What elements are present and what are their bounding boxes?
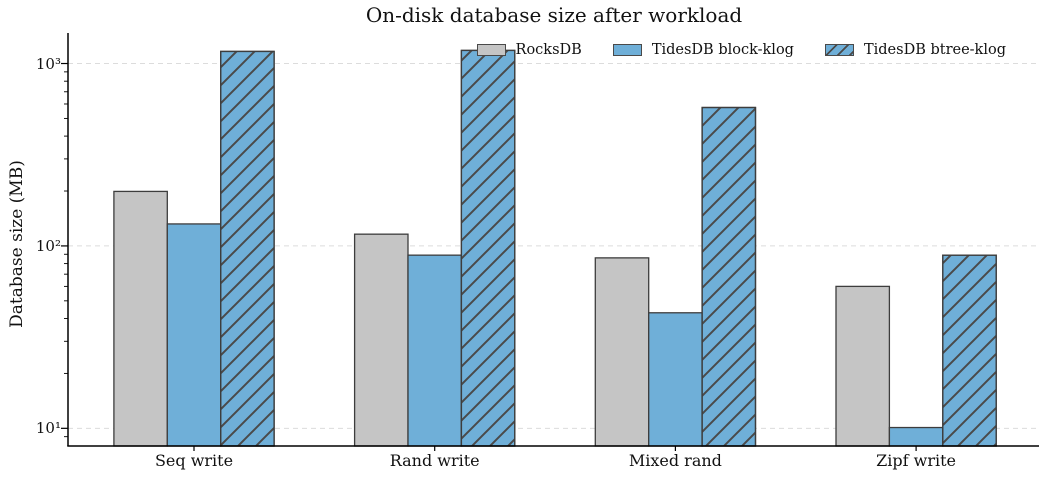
bar-tidesdb-btree-klog-mixed-rand-hatch <box>701 106 757 447</box>
legend-entry-tidesdb-block-klog: TidesDB block-klog <box>612 41 794 58</box>
bar-tidesdb-btree-klog-rand-write-hatch <box>460 49 516 447</box>
x-tick-label-rand-write: Rand write <box>389 451 480 470</box>
legend-label-tidesdb-btree-klog: TidesDB btree-klog <box>863 41 1006 58</box>
bar-rocksdb-rand-write <box>353 233 409 447</box>
legend-entry-tidesdb-btree-klog: TidesDB btree-klog <box>824 41 1006 58</box>
x-tick-label-mixed-rand: Mixed rand <box>628 451 722 470</box>
legend-label-tidesdb-block-klog: TidesDB block-klog <box>651 41 794 58</box>
legend-label-rocksdb: RocksDB <box>515 41 582 58</box>
bar-tidesdb-block-klog-zipf-write <box>888 426 944 447</box>
y-tick-label-100: 10² <box>35 236 61 255</box>
x-tick-label-zipf-write: Zipf write <box>876 451 957 470</box>
bar-rocksdb-seq-write <box>113 190 168 447</box>
y-tick-label-10: 10¹ <box>35 419 61 438</box>
bar-tidesdb-block-klog-rand-write <box>407 254 463 447</box>
legend-entry-rocksdb: RocksDB <box>476 41 582 58</box>
bar-rocksdb-mixed-rand <box>594 257 650 447</box>
bar-tidesdb-block-klog-mixed-rand <box>648 312 703 447</box>
x-tick-label-seq-write: Seq write <box>154 451 234 470</box>
legend-swatch-tidesdb-block-klog <box>612 43 642 56</box>
bar-tidesdb-block-klog-seq-write <box>166 223 222 447</box>
legend-swatch-rocksdb <box>476 43 506 56</box>
bar-tidesdb-btree-klog-seq-write-hatch <box>220 50 275 447</box>
y-tick-label-1000: 10³ <box>35 54 61 73</box>
legend: RocksDB TidesDB block-klog TidesDB btree-k… <box>476 39 1006 60</box>
bar-rocksdb-zipf-write <box>835 285 891 447</box>
chart-title: On-disk database size after workload <box>365 3 743 27</box>
legend-swatch-tidesdb-btree-klog-hatched <box>824 43 854 56</box>
bar-tidesdb-btree-klog-zipf-write-hatch <box>942 254 997 447</box>
